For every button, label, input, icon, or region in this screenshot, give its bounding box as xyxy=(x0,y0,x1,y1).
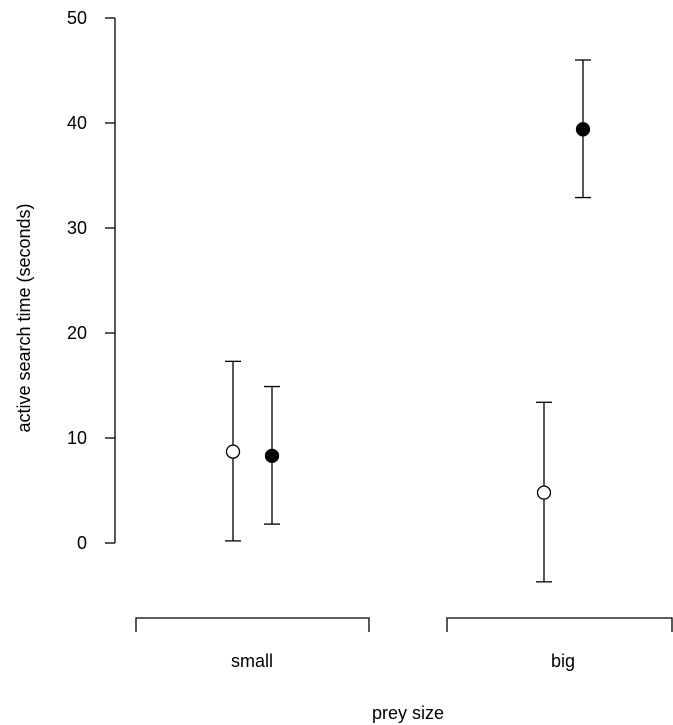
y-tick-label: 30 xyxy=(67,218,87,238)
y-tick-label: 50 xyxy=(67,8,87,28)
y-axis: 0 10 20 30 40 50 xyxy=(67,8,116,553)
y-tick-label: 20 xyxy=(67,323,87,343)
data-point xyxy=(264,448,280,464)
category-bracket xyxy=(446,617,673,632)
y-tick-label: 10 xyxy=(67,428,87,448)
y-tick-label: 40 xyxy=(67,113,87,133)
data-marks xyxy=(225,59,591,583)
y-axis-title: active search time (seconds) xyxy=(14,203,34,432)
x-tick-label: big xyxy=(551,651,575,671)
x-axis-title: prey size xyxy=(372,703,444,723)
category-bracket xyxy=(135,617,370,632)
y-tick-label: 0 xyxy=(77,533,87,553)
x-axis: small big xyxy=(135,617,673,671)
data-point xyxy=(536,485,552,500)
data-point xyxy=(575,122,591,137)
data-point xyxy=(225,444,241,459)
x-tick-label: small xyxy=(231,651,273,671)
